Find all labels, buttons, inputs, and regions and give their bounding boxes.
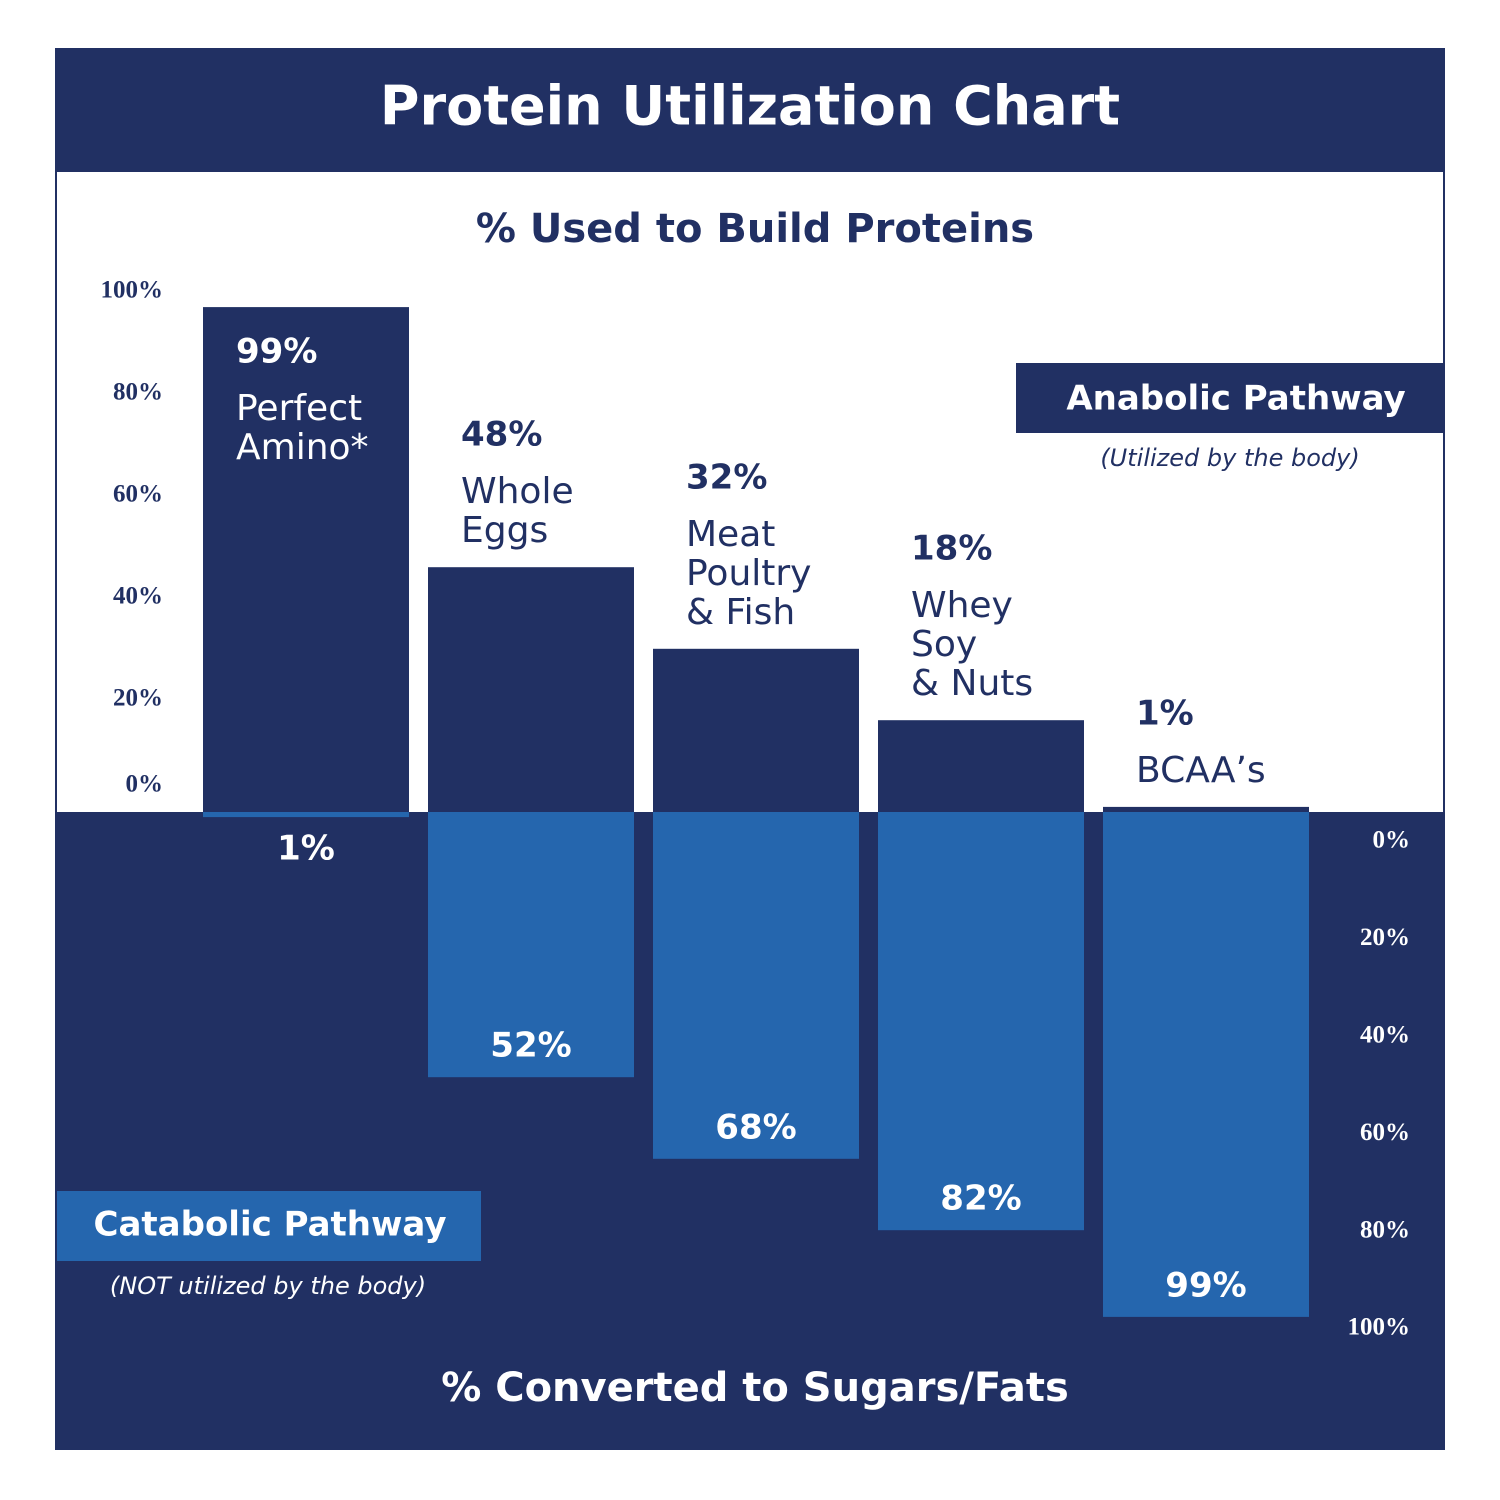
y-tick-label: 20% (113, 685, 163, 712)
y2-tick-label: 0% (1373, 827, 1411, 854)
data-label: 82% (940, 1179, 1021, 1219)
category-label: & Fish (686, 592, 795, 633)
y2-tick-label: 40% (1360, 1022, 1410, 1049)
y-tick-label: 100% (101, 277, 164, 304)
legend-box (1016, 363, 1443, 433)
legend-label: Catabolic Pathway (94, 1205, 447, 1245)
data-label: 68% (715, 1107, 796, 1147)
category-label: Soy (911, 624, 977, 665)
data-label: 18% (911, 529, 992, 569)
category-label: Whole (461, 471, 574, 512)
category-label: Meat (686, 514, 775, 555)
bottom-axis-title: % Converted to Sugars/Fats (441, 1365, 1069, 1411)
category-label: BCAA’s (1136, 750, 1266, 791)
legend-box (57, 1191, 481, 1261)
bar (653, 812, 859, 1159)
category-label: Perfect (236, 388, 362, 429)
y2-tick-label: 20% (1360, 924, 1410, 951)
data-label: 48% (461, 415, 542, 455)
y2-tick-label: 80% (1360, 1216, 1410, 1243)
bar (203, 812, 409, 818)
top-axis-title: % Used to Build Proteins (476, 206, 1034, 252)
bar (428, 812, 634, 1078)
y2-tick-label: 100% (1348, 1314, 1411, 1341)
legend-note: (Utilized by the body) (1100, 444, 1359, 472)
data-label: 52% (490, 1026, 571, 1066)
data-label: 99% (236, 332, 317, 372)
y2-tick-label: 60% (1360, 1119, 1410, 1146)
bar (203, 307, 409, 812)
category-label: & Nuts (911, 663, 1033, 704)
data-label: 99% (1165, 1265, 1246, 1305)
bar (1103, 812, 1309, 1317)
category-label: Whey (911, 585, 1013, 626)
bar (878, 812, 1084, 1231)
y-tick-label: 80% (113, 379, 163, 406)
category-label: Eggs (461, 510, 548, 551)
data-label: 1% (1136, 693, 1194, 733)
bar (1103, 806, 1309, 812)
category-label: Poultry (686, 553, 812, 594)
data-label: 32% (686, 457, 767, 497)
bar (878, 720, 1084, 812)
bar (428, 567, 634, 812)
bar (653, 648, 859, 812)
y-tick-label: 60% (113, 481, 163, 508)
category-label: Amino* (236, 427, 369, 468)
y-tick-label: 0% (126, 771, 164, 798)
chart-title: Protein Utilization Chart (380, 75, 1120, 138)
legend-label: Anabolic Pathway (1066, 379, 1405, 419)
y-tick-label: 40% (113, 583, 163, 610)
data-label: 1% (277, 829, 335, 869)
legend-note: (NOT utilized by the body) (110, 1272, 426, 1300)
